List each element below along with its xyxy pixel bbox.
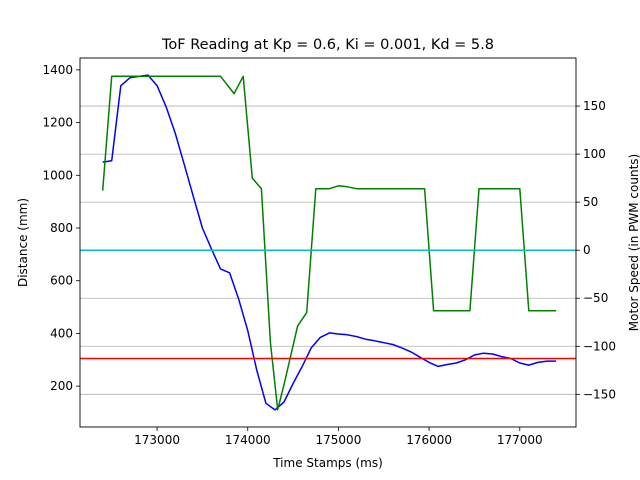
x-axis-label: Time Stamps (ms): [272, 456, 383, 470]
y-tick-label-right: 0: [583, 243, 591, 257]
y-axis-label-left: Distance (mm): [16, 198, 30, 287]
x-tick-label: 177000: [497, 433, 543, 447]
y-tick-label-right: 100: [583, 147, 606, 161]
y-tick-label-left: 1200: [42, 116, 73, 130]
y-axis-label-right: Motor Speed (in PWM counts): [627, 154, 640, 331]
x-tick-label: 174000: [225, 433, 271, 447]
y-tick-label-left: 600: [50, 274, 73, 288]
y-tick-label-right: 150: [583, 99, 606, 113]
y-tick-label-right: −100: [583, 339, 616, 353]
x-tick-label: 173000: [134, 433, 180, 447]
y-tick-label-left: 200: [50, 379, 73, 393]
y-tick-label-left: 400: [50, 326, 73, 340]
y-tick-label-left: 1400: [42, 63, 73, 77]
plot-area: [80, 74, 576, 411]
y-tick-label-left: 1000: [42, 168, 73, 182]
y-tick-label-left: 800: [50, 221, 73, 235]
y-tick-label-right: 50: [583, 195, 598, 209]
chart-title: ToF Reading at Kp = 0.6, Ki = 0.001, Kd …: [161, 37, 494, 53]
x-tick-label: 175000: [316, 433, 362, 447]
distance-line: [102, 74, 557, 411]
plot-frame: [79, 57, 577, 428]
axes: 173000 174000 175000 176000 177000 200 400 600 8…: [42, 63, 616, 447]
y-tick-label-right: −50: [583, 291, 608, 305]
y-tick-label-right: −150: [583, 387, 616, 401]
x-tick-label: 176000: [406, 433, 452, 447]
